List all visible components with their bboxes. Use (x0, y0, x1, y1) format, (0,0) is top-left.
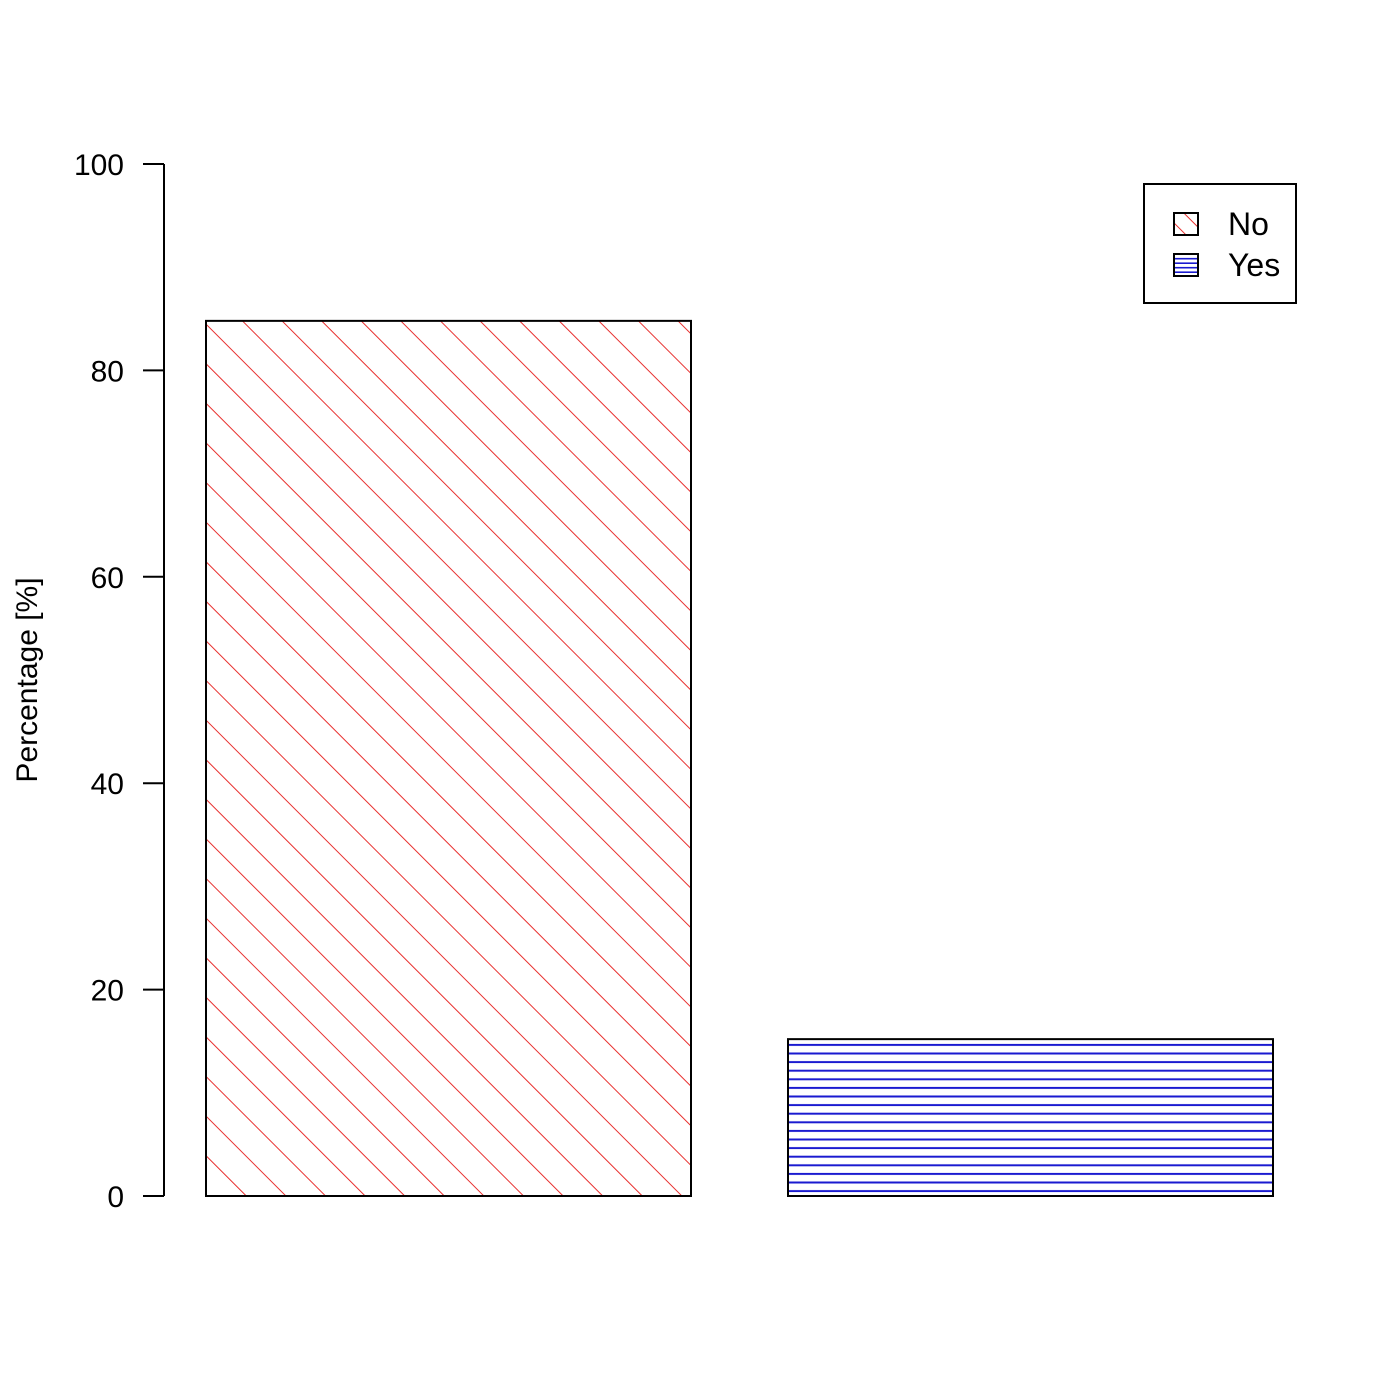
bars (205, 319, 1274, 1197)
legend-swatch-yes (1173, 253, 1199, 277)
legend: No Yes (1143, 183, 1297, 304)
y-tick-label: 20 (91, 975, 124, 1008)
legend-swatch-no (1173, 212, 1199, 236)
bar-yes (787, 1038, 1274, 1197)
y-axis-title: Percentage [%] (11, 577, 44, 782)
legend-label-yes: Yes (1228, 247, 1280, 283)
bar-no (205, 319, 692, 1197)
legend-box (1143, 183, 1297, 304)
y-tick-label: 100 (74, 149, 124, 182)
y-tick-label: 80 (91, 355, 124, 388)
y-axis: 0 20 40 60 80 100 (74, 149, 165, 1214)
y-tick-label: 0 (107, 1181, 124, 1214)
legend-label-no: No (1228, 206, 1269, 242)
y-tick-label: 40 (91, 768, 124, 801)
y-tick-label: 60 (91, 562, 124, 595)
